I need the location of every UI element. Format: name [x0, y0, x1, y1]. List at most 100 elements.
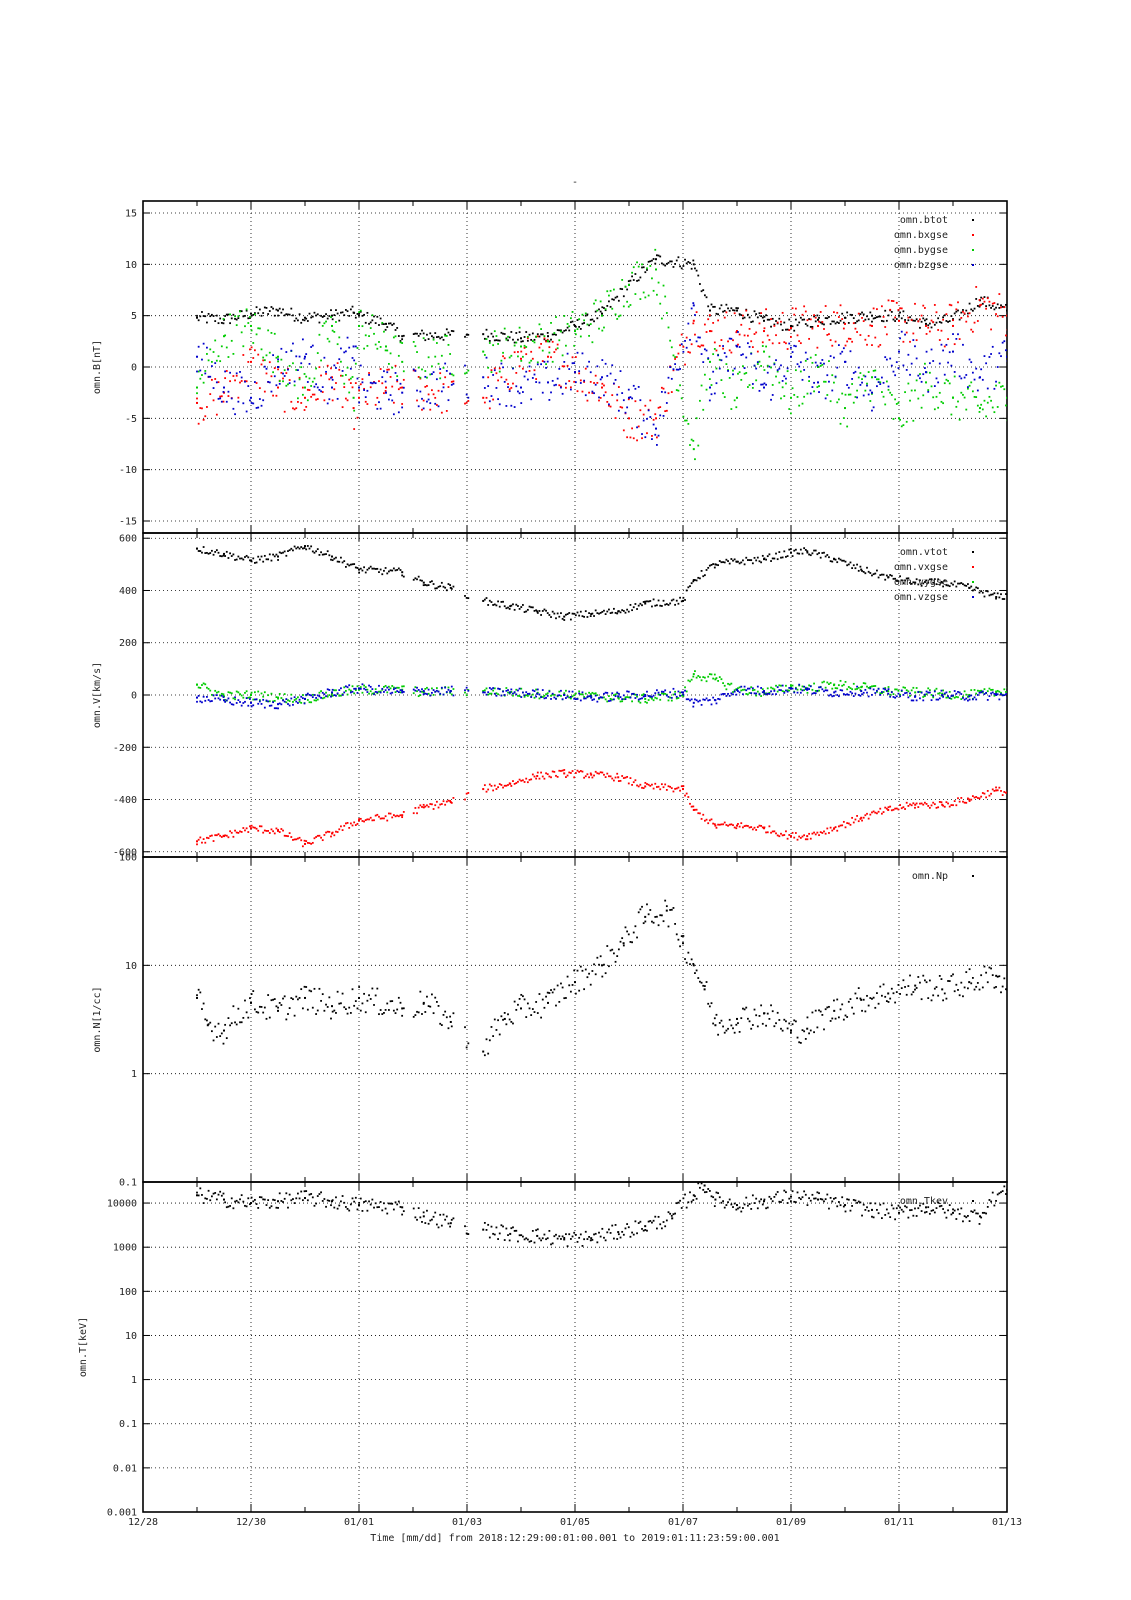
data-point — [619, 370, 622, 373]
data-point — [520, 779, 523, 782]
data-point — [692, 304, 695, 307]
data-point — [710, 673, 713, 676]
data-point — [879, 381, 882, 384]
data-point — [275, 384, 278, 387]
data-point — [401, 360, 404, 363]
data-point — [1015, 315, 1017, 317]
data-point — [270, 704, 273, 707]
data-point — [914, 691, 917, 694]
data-point — [500, 362, 503, 365]
data-point — [794, 832, 797, 834]
data-point — [589, 983, 592, 986]
data-point — [932, 694, 935, 697]
data-point — [854, 327, 857, 330]
data-point — [831, 560, 834, 563]
data-point — [798, 365, 801, 368]
data-point — [419, 690, 422, 693]
data-point — [674, 358, 677, 360]
data-point — [568, 612, 571, 614]
data-point — [665, 694, 668, 697]
data-point — [679, 368, 681, 370]
legend-marker — [972, 264, 974, 266]
data-point — [227, 691, 230, 694]
data-point — [720, 678, 723, 681]
data-point — [500, 601, 503, 603]
data-point — [530, 398, 533, 401]
data-point — [920, 691, 923, 694]
data-point — [548, 351, 551, 354]
data-point — [713, 823, 716, 826]
data-point — [1012, 687, 1014, 689]
data-point — [1051, 312, 1053, 314]
data-point — [364, 400, 367, 403]
data-point — [323, 322, 326, 325]
data-point — [349, 382, 352, 384]
data-point — [922, 803, 925, 806]
data-point — [689, 802, 691, 805]
data-point — [616, 691, 619, 694]
data-point — [574, 698, 577, 701]
data-point — [718, 560, 721, 562]
data-point — [879, 344, 882, 346]
data-point — [791, 387, 794, 390]
data-point — [877, 315, 880, 318]
data-point — [634, 273, 637, 275]
data-point — [981, 690, 984, 693]
data-point — [914, 319, 916, 322]
data-point — [677, 389, 680, 392]
data-point — [842, 820, 845, 823]
data-point — [983, 355, 986, 357]
data-point — [412, 812, 415, 815]
data-point — [579, 693, 582, 696]
data-point — [872, 307, 875, 310]
data-point — [629, 604, 632, 606]
data-point — [859, 313, 862, 316]
data-point — [803, 305, 806, 308]
data-point — [467, 689, 470, 692]
data-point — [674, 923, 677, 925]
data-point — [781, 684, 784, 687]
data-point — [742, 314, 744, 317]
data-point — [844, 322, 846, 325]
data-point — [928, 362, 931, 365]
data-point — [538, 777, 541, 780]
data-point — [750, 559, 753, 562]
data-point — [763, 1012, 766, 1015]
data-point — [725, 688, 728, 691]
data-point — [727, 682, 729, 685]
data-point — [869, 686, 872, 688]
data-point — [502, 1018, 504, 1021]
data-point — [971, 330, 974, 333]
data-point — [282, 997, 284, 1000]
data-point — [553, 384, 556, 387]
data-point — [890, 574, 893, 577]
data-point — [599, 396, 602, 399]
data-point — [303, 839, 306, 842]
data-point — [333, 834, 336, 837]
data-point — [897, 808, 900, 811]
data-point — [250, 694, 252, 696]
data-point — [1028, 324, 1030, 326]
data-point — [306, 545, 309, 547]
data-point — [318, 389, 321, 391]
data-point — [434, 996, 437, 999]
data-point — [1015, 681, 1017, 683]
data-point — [967, 987, 969, 990]
data-point — [659, 788, 662, 791]
data-point — [914, 806, 916, 809]
data-point — [806, 1016, 809, 1019]
data-point — [447, 799, 450, 802]
data-point — [338, 358, 341, 361]
data-point — [308, 377, 311, 380]
data-point — [356, 377, 359, 380]
data-point — [642, 787, 645, 790]
data-point — [586, 313, 589, 316]
data-point — [536, 610, 539, 613]
data-point — [813, 1031, 815, 1034]
data-point — [215, 549, 218, 552]
data-point — [871, 324, 873, 327]
data-point — [652, 258, 655, 260]
data-point — [705, 296, 708, 299]
data-point — [593, 963, 595, 966]
